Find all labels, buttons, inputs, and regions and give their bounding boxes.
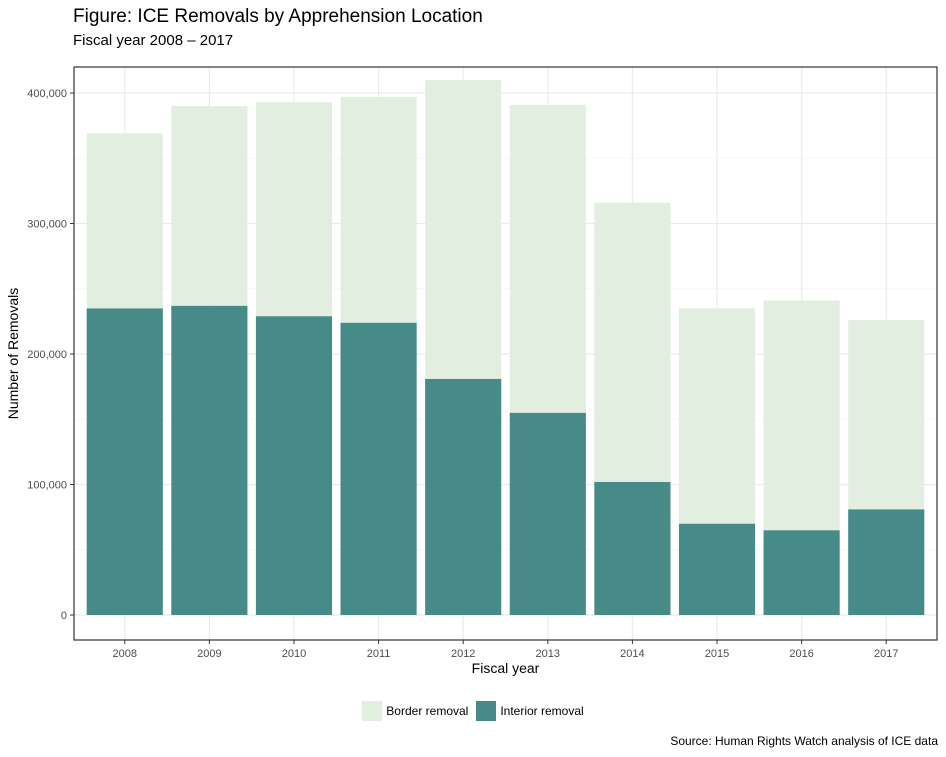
source-note: Source: Human Rights Watch analysis of I… [670,734,938,748]
y-tick-label: 200,000 [27,349,67,361]
legend-swatch [476,701,497,721]
bar-border-removal-2015 [678,308,756,524]
bar-border-removal-2016 [763,300,840,531]
legend-label: Border removal [386,704,469,718]
legend-swatch [362,701,383,721]
bar-border-removal-2017 [848,320,925,510]
bar-interior-removal-2012 [425,378,502,615]
panel-border [73,66,938,641]
x-tick-label: 2014 [620,648,644,660]
y-tick-label: 400,000 [27,88,67,100]
x-tick-label: 2009 [197,648,221,660]
legend: Border removal Interior removal [0,701,946,721]
plot-area: 0 100,000 200,000 300,000 400,000 2008 2009 201… [5,66,938,676]
bar-interior-removal-2011 [340,322,417,615]
bar-interior-removal-2009 [171,305,248,615]
legend-label: Interior removal [500,704,584,718]
bar-interior-removal-2013 [509,412,586,615]
bar-interior-removal-2010 [255,316,333,615]
x-axis-label: Fiscal year [472,660,540,676]
bar-border-removal-2011 [340,96,417,323]
y-tick-label: 100,000 [27,480,67,492]
y-tick-label: 300,000 [27,219,67,231]
bar-border-removal-2014 [594,202,671,482]
x-tick-label: 2008 [113,648,137,660]
x-tick-label: 2013 [536,648,560,660]
bar-border-removal-2009 [171,106,248,306]
x-tick-label: 2016 [789,648,813,660]
x-tick-label: 2010 [282,648,306,660]
bar-border-removal-2012 [425,79,502,379]
x-tick-label: 2011 [367,648,391,660]
y-tick-label: 0 [61,610,67,622]
chart-title: Figure: ICE Removals by Apprehension Loc… [73,6,483,27]
bar-border-removal-2013 [509,104,586,413]
bar-interior-removal-2008 [86,308,163,615]
x-tick-label: 2015 [705,648,729,660]
bar-border-removal-2008 [86,133,163,309]
x-tick-label: 2012 [451,648,475,660]
bar-interior-removal-2016 [763,530,840,615]
legend-item: Interior removal [476,701,584,721]
legend-item: Border removal [362,701,468,721]
y-axis-label: Number of Removals [5,288,21,420]
x-tick-label: 2017 [874,648,898,660]
bar-interior-removal-2017 [848,509,925,615]
bar-interior-removal-2014 [594,481,671,615]
bar-interior-removal-2015 [678,523,756,615]
bar-border-removal-2010 [255,102,333,317]
chart-subtitle: Fiscal year 2008 – 2017 [73,32,234,49]
